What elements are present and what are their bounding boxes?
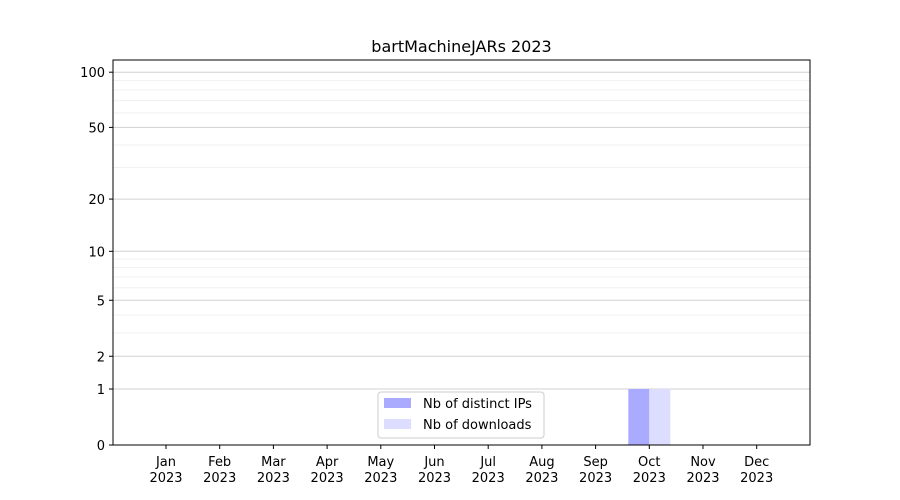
x-tick-label: 2023: [418, 471, 451, 486]
y-tick-label: 2: [97, 350, 105, 365]
x-tick-label: Apr: [316, 455, 339, 470]
x-tick-label: Mar: [261, 455, 286, 470]
bar-downloads: [649, 389, 671, 445]
y-tick-label: 1: [97, 383, 105, 398]
legend-label: Nb of distinct IPs: [423, 397, 532, 412]
x-tick-label: Sep: [583, 455, 608, 470]
x-tick-label: 2023: [311, 471, 344, 486]
x-tick-label: 2023: [257, 471, 290, 486]
x-tick-label: Jun: [423, 455, 444, 470]
y-tick-label: 20: [88, 193, 105, 208]
y-tick-label: 10: [88, 245, 105, 260]
chart-title: bartMachineJARs 2023: [371, 37, 551, 56]
y-tick-label: 100: [80, 66, 105, 81]
x-tick-label: 2023: [364, 471, 397, 486]
legend: Nb of distinct IPs Nb of downloads: [377, 391, 545, 439]
x-tick-label: Aug: [529, 455, 554, 470]
legend-label: Nb of downloads: [423, 418, 532, 433]
x-tick-label: 2023: [686, 471, 719, 486]
x-tick-label: Dec: [744, 455, 769, 470]
y-tick-label: 5: [97, 294, 105, 309]
legend-swatch: [384, 419, 411, 429]
x-tick-label: 2023: [740, 471, 773, 486]
x-tick-label: 2023: [472, 471, 505, 486]
x-tick-label: Feb: [208, 455, 231, 470]
x-tick-label: Nov: [690, 455, 716, 470]
x-tick-label: Jan: [155, 455, 176, 470]
x-tick-label: 2023: [525, 471, 558, 486]
y-tick-label: 50: [88, 121, 105, 136]
plot-frame: [112, 59, 811, 446]
legend-swatch: [384, 398, 411, 408]
x-tick-label: Oct: [638, 455, 660, 470]
x-tick-label: 2023: [579, 471, 612, 486]
y-tick-label: 0: [97, 439, 105, 454]
x-tick-label: 2023: [633, 471, 666, 486]
bar-distinct-ips: [628, 389, 650, 445]
x-tick-label: Jul: [479, 455, 496, 470]
x-tick-label: 2023: [203, 471, 236, 486]
x-tick-label: May: [367, 455, 394, 470]
x-tick-label: 2023: [149, 471, 182, 486]
